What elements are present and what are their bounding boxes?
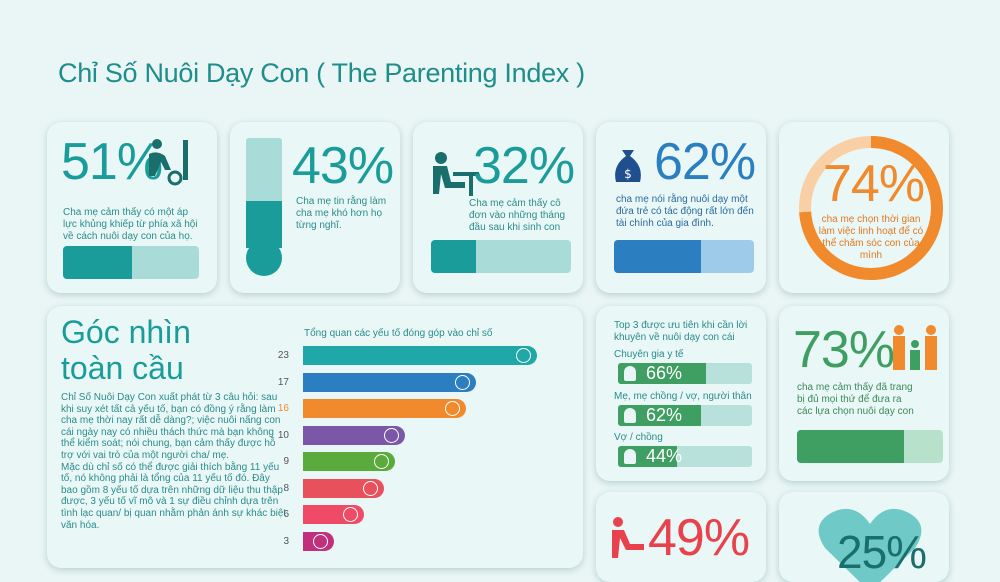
stat-bar [431,240,571,273]
chart-bar [303,399,466,418]
baby-icon [444,401,460,416]
global-card: Góc nhìn toàn cầu Chỉ Số Nuôi Dạy Con xu… [47,306,583,568]
person-icon [312,533,328,549]
chart-tick-label: 17 [277,376,289,388]
chart-tick-label: 16 [277,403,289,414]
stat-value: 51% [61,133,163,191]
stat-card-43: 43% Cha mẹ tin rằng làm cha mẹ khó hơn h… [230,122,400,293]
stat-text: cha mẹ nói rằng nuôi dạy một đứa trẻ có … [616,194,754,229]
global-heading-1: Góc nhìn [61,314,191,350]
svg-text:$: $ [624,167,632,181]
play-icon [373,454,389,469]
stat-bar [797,430,943,463]
child-icon [383,427,399,443]
person-icon [624,366,636,381]
priority-value: 62% [646,405,683,425]
stroller-icon [516,348,531,363]
heart-icon [363,480,379,496]
chart-bar [303,478,385,498]
page-title: Chỉ Số Nuôi Dạy Con ( The Parenting Inde… [58,58,585,88]
money-bag-icon: $ [615,150,641,182]
priority-label: Mẹ, mẹ chồng / vợ, người thân [614,391,752,402]
chart-bar [303,452,395,471]
chart-tick-label: 23 [277,350,289,361]
stat-text: Cha mẹ cảm thấy cô đơn vào những tháng đ… [469,198,566,233]
stat-card-32: 32% Cha mẹ cảm thấy cô đơn vào những thá… [413,122,583,293]
stat-value: 73% [793,321,895,379]
stat-value: 43% [292,137,394,195]
stat-value: 32% [473,137,575,195]
stat-bar [614,240,754,273]
person-icon [624,408,636,423]
stat-bar-fill [431,240,476,273]
hands-icon [343,507,359,522]
family-icon [893,325,937,370]
exclamation-bar [246,138,282,248]
chart-bar [303,372,476,392]
lonely-parent-icon [433,152,479,196]
chart-tick-label: 8 [283,482,289,494]
stat-bar [63,246,199,279]
stat-value: 74% [823,155,925,213]
stat-bar-fill [797,430,904,463]
priority-value: 44% [646,446,683,466]
priority-label: Vợ / chồng [614,432,663,443]
chart-bar [303,505,365,524]
stat-text: Cha mẹ tin rằng làm cha mẹ khó hơn họ từ… [296,196,387,231]
stat-card-51: 51% Cha mẹ cảm thấy có một áp lực khủng … [47,122,217,293]
stat-text: cha mẹ cảm thấy đã trang bị đủ mọi thứ đ… [797,382,914,417]
chart-bar [303,346,537,365]
priority-value: 66% [646,363,683,383]
stat-card-73: 73% cha mẹ cảm thấy đã trang bị đủ mọi t… [779,306,949,481]
chart-bar [303,531,334,551]
stat-bar-fill [63,246,133,279]
priorities-title: Top 3 được ưu tiên khi cần lời khuyên về… [614,320,748,343]
stat-card-62: $ 62% cha mẹ nói rằng nuôi dạy một đứa t… [596,122,766,293]
stat-value: 62% [654,133,756,191]
stroller-icon [612,517,644,558]
stat-text: cha mẹ chọn thời gian làm việc linh hoạt… [818,214,924,261]
stat-bar-fill [614,240,701,273]
donut-ring [799,136,943,280]
chart-bar [303,425,405,445]
stat-text: Cha mẹ cảm thấy có một áp lực khủng khiế… [63,207,198,242]
priority-bar-fill [618,446,677,467]
global-body: Chỉ Số Nuôi Dạy Con xuất phát từ 3 câu h… [61,392,287,531]
stat-card-74: 74% cha mẹ chọn thời gian làm việc linh … [779,122,949,293]
stat-card-49: 49% [596,492,766,582]
priority-label: Chuyên gia y tế [614,349,684,360]
chart-tick-label: 3 [283,535,289,547]
chart-tick-label: 9 [283,456,289,467]
chart-tick-label: 10 [277,429,289,441]
piggy-bank-icon [454,374,470,390]
person-icon [624,449,636,464]
priority-bar: 62% [618,405,752,426]
stressed-parent-icon [149,139,188,186]
priority-bar-fill [618,363,707,384]
priority-bar: 66% [618,363,752,384]
stat-value: 25% [837,526,927,578]
priority-bar-fill [618,405,702,426]
exclamation-dot [246,240,282,276]
global-heading-2: toàn cầu [61,350,184,386]
stat-value: 49% [648,509,750,567]
stat-card-25: 25% [779,492,949,582]
contributors-chart: 23 17 16 10 9 8 6 3 [47,306,583,568]
chart-title: Tổng quan các yếu tố đóng góp vào chỉ số [304,328,493,339]
chart-tick-label: 6 [283,509,289,520]
priority-bar: 44% [618,446,752,467]
